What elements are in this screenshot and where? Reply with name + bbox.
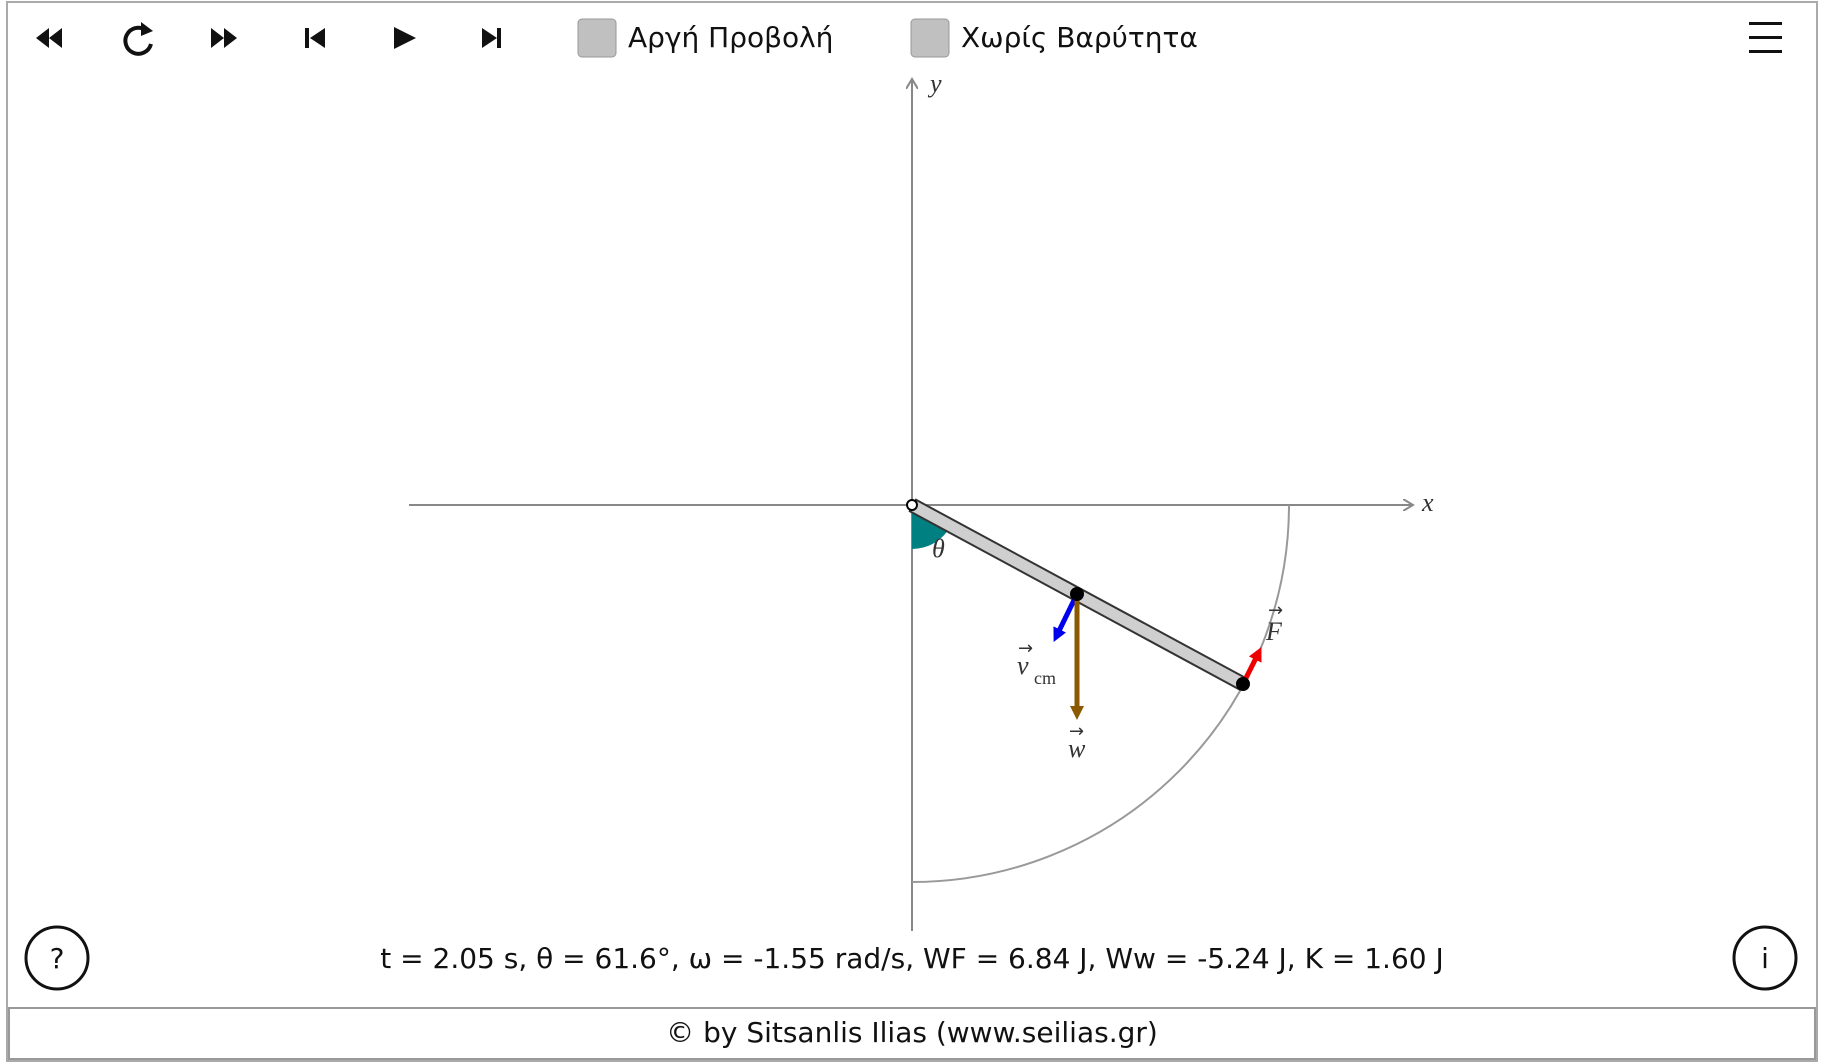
footer-box bbox=[8, 1007, 1816, 1060]
about-button[interactable]: i bbox=[1732, 925, 1798, 991]
trajectory-arc bbox=[911, 504, 1290, 883]
menu-button[interactable] bbox=[1749, 22, 1782, 53]
footer-text: © by Sitsanlis Ilias (www.seilias.gr) bbox=[666, 1016, 1158, 1049]
step-back-button[interactable] bbox=[305, 28, 325, 48]
center-of-mass bbox=[1070, 587, 1084, 601]
force-label: F bbox=[1265, 617, 1283, 646]
velocity-label: v bbox=[1017, 651, 1029, 680]
fast-forward-button[interactable] bbox=[211, 28, 237, 48]
weight-label: w bbox=[1068, 734, 1086, 763]
velocity-vector bbox=[1053, 592, 1080, 642]
svg-text:?: ? bbox=[50, 942, 65, 975]
x-axis-label: x bbox=[1421, 488, 1434, 517]
velocity-arrow-symbol: → bbox=[1018, 638, 1033, 659]
velocity-subscript: cm bbox=[1034, 668, 1056, 688]
pivot bbox=[906, 499, 918, 511]
info-text: t = 2.05 s, θ = 61.6°, ω = -1.55 rad/s, … bbox=[380, 942, 1443, 975]
weight-arrow-symbol: → bbox=[1069, 721, 1084, 742]
y-axis-label: y bbox=[927, 69, 942, 98]
slow-motion-checkbox[interactable] bbox=[577, 18, 617, 58]
no-gravity-checkbox[interactable] bbox=[910, 18, 950, 58]
toolbar: Αργή Προβολή Χωρίς Βαρύτητα bbox=[36, 18, 1782, 58]
no-gravity-label: Χωρίς Βαρύτητα bbox=[961, 21, 1198, 54]
svg-text:i: i bbox=[1761, 942, 1769, 975]
rod-end bbox=[1236, 677, 1250, 691]
reset-button[interactable] bbox=[123, 22, 153, 56]
rewind-button[interactable] bbox=[36, 28, 62, 48]
help-button[interactable]: ? bbox=[24, 925, 90, 991]
theta-label: θ bbox=[932, 534, 945, 563]
slow-motion-label: Αργή Προβολή bbox=[628, 21, 833, 54]
step-forward-button[interactable] bbox=[482, 28, 501, 48]
force-arrow-symbol: → bbox=[1268, 600, 1283, 621]
frame bbox=[6, 1, 1818, 1062]
play-button[interactable] bbox=[394, 27, 416, 49]
